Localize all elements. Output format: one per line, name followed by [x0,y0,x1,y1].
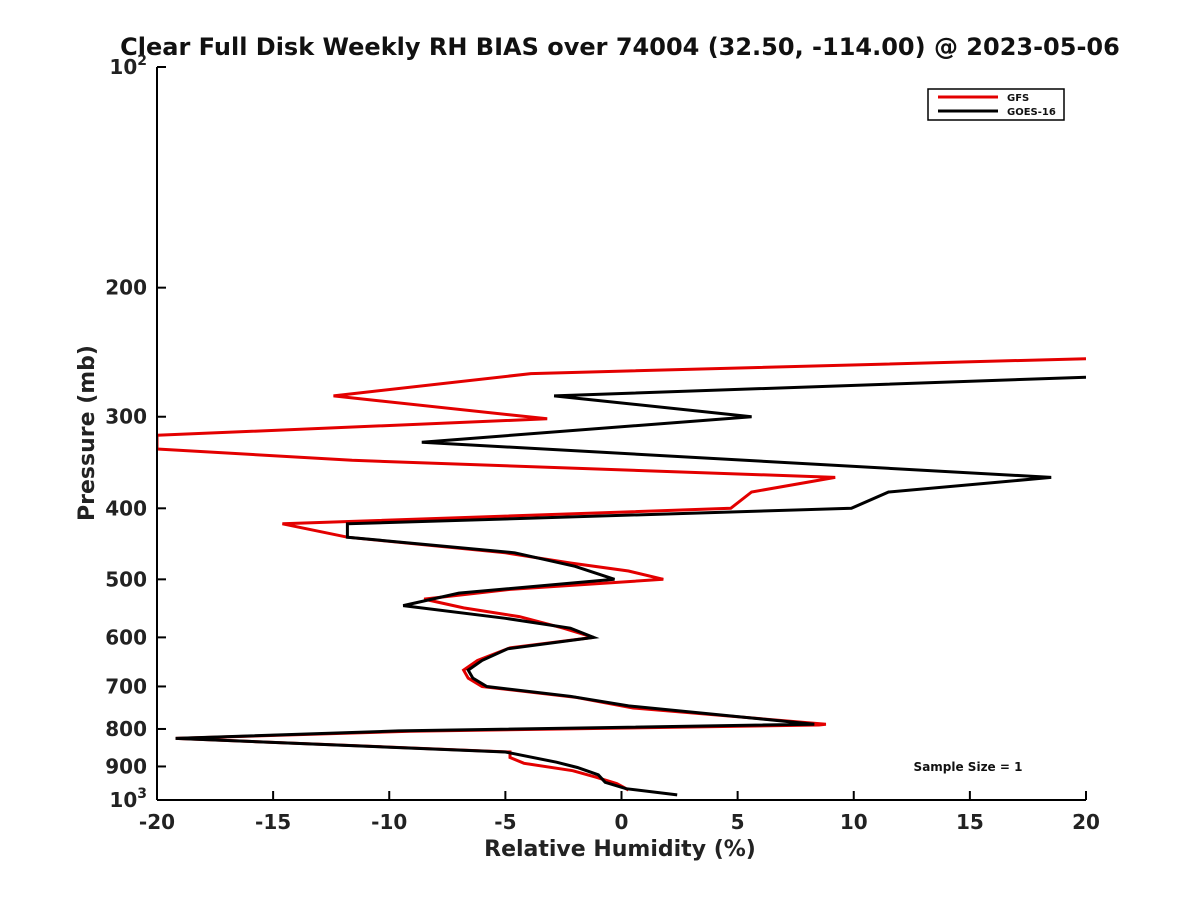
x-tick-label: 10 [840,810,868,834]
y-tick-label: 700 [105,674,147,698]
x-axis-label: Relative Humidity (%) [484,837,756,862]
y-tick-label: 103 [109,786,147,812]
x-tick-label: -20 [139,810,175,834]
y-tick-label: 800 [105,717,147,741]
x-tick-label: -5 [494,810,516,834]
y-tick-label: 200 [105,276,147,300]
x-tick-label: 5 [731,810,745,834]
chart-title: Clear Full Disk Weekly RH BIAS over 7400… [120,33,1120,61]
y-tick-label: 900 [105,754,147,778]
y-axis-ticks: 102 200 300 400 500 600 700 800 900 103 [105,53,166,812]
y-tick-label: 102 [109,53,147,79]
x-tick-label: 20 [1072,810,1100,834]
x-tick-label: -15 [255,810,291,834]
legend-label-gfs: GFS [1007,93,1029,104]
y-axis-label: Pressure (mb) [75,345,100,521]
legend-label-goes16: GOES-16 [1007,107,1056,118]
y-tick-label: 300 [105,405,147,429]
legend: GFS GOES-16 [927,88,1065,121]
y-tick-label: 500 [105,567,147,591]
axes [156,67,1086,801]
y-tick-label: 600 [105,625,147,649]
series-line-gfs [157,357,1086,792]
sample-size-annotation: Sample Size = 1 [914,760,1023,774]
series-line-goes16 [175,375,1086,797]
series-layer [157,357,1086,797]
x-tick-label: -10 [371,810,407,834]
legend-box [927,88,1065,121]
x-tick-label: 0 [615,810,629,834]
y-tick-label: 400 [105,496,147,520]
x-axis-ticks: -20 -15 -10 -5 0 5 10 15 20 [139,791,1100,834]
x-tick-label: 15 [956,810,984,834]
